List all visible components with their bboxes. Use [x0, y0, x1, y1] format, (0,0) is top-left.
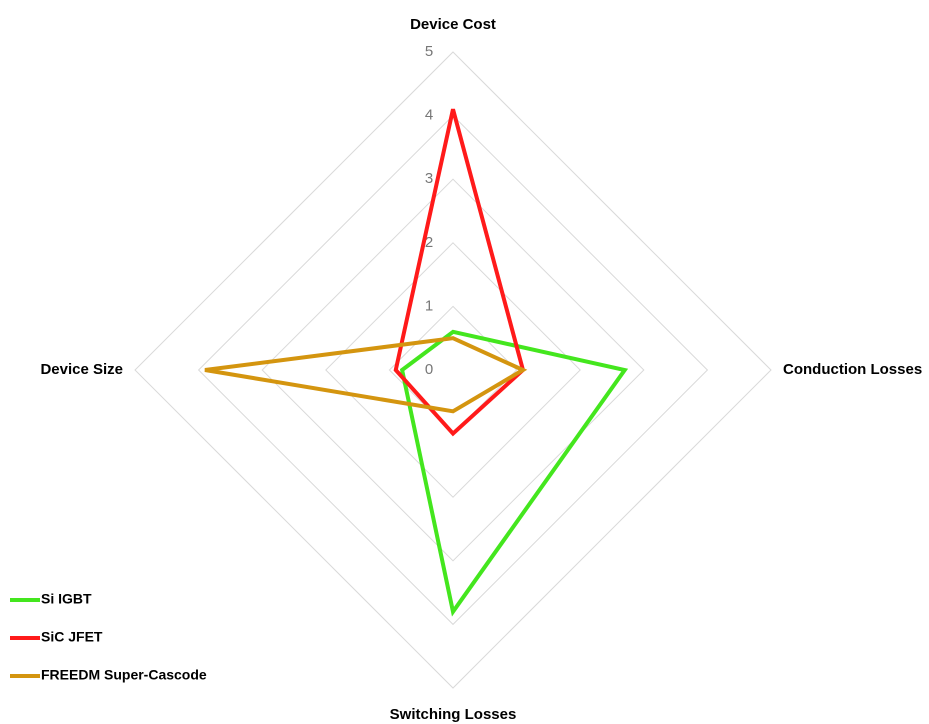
series-line [399, 329, 629, 617]
grid-ring [325, 242, 581, 498]
r-tick-label: 2 [425, 234, 433, 251]
category-label: Conduction Losses [783, 361, 922, 378]
category-label: Device Size [40, 361, 123, 378]
r-tick-label: 5 [425, 43, 433, 60]
category-label: Device Cost [410, 16, 496, 33]
legend-label: FREEDM Super-Cascode [41, 667, 207, 683]
category-label: Switching Losses [390, 706, 517, 723]
series-line [393, 108, 526, 437]
legend-label: SiC JFET [41, 629, 103, 645]
grid-ring [197, 114, 709, 626]
r-tick-label: 0 [425, 361, 433, 378]
r-tick-label: 4 [425, 107, 433, 124]
grid-ring [261, 178, 645, 562]
series-line [204, 336, 528, 414]
r-tick-label: 3 [425, 170, 433, 187]
r-tick-label: 1 [425, 297, 433, 314]
grid-ring [134, 51, 772, 689]
grid-ring [388, 305, 518, 435]
legend-label: Si IGBT [41, 591, 92, 607]
